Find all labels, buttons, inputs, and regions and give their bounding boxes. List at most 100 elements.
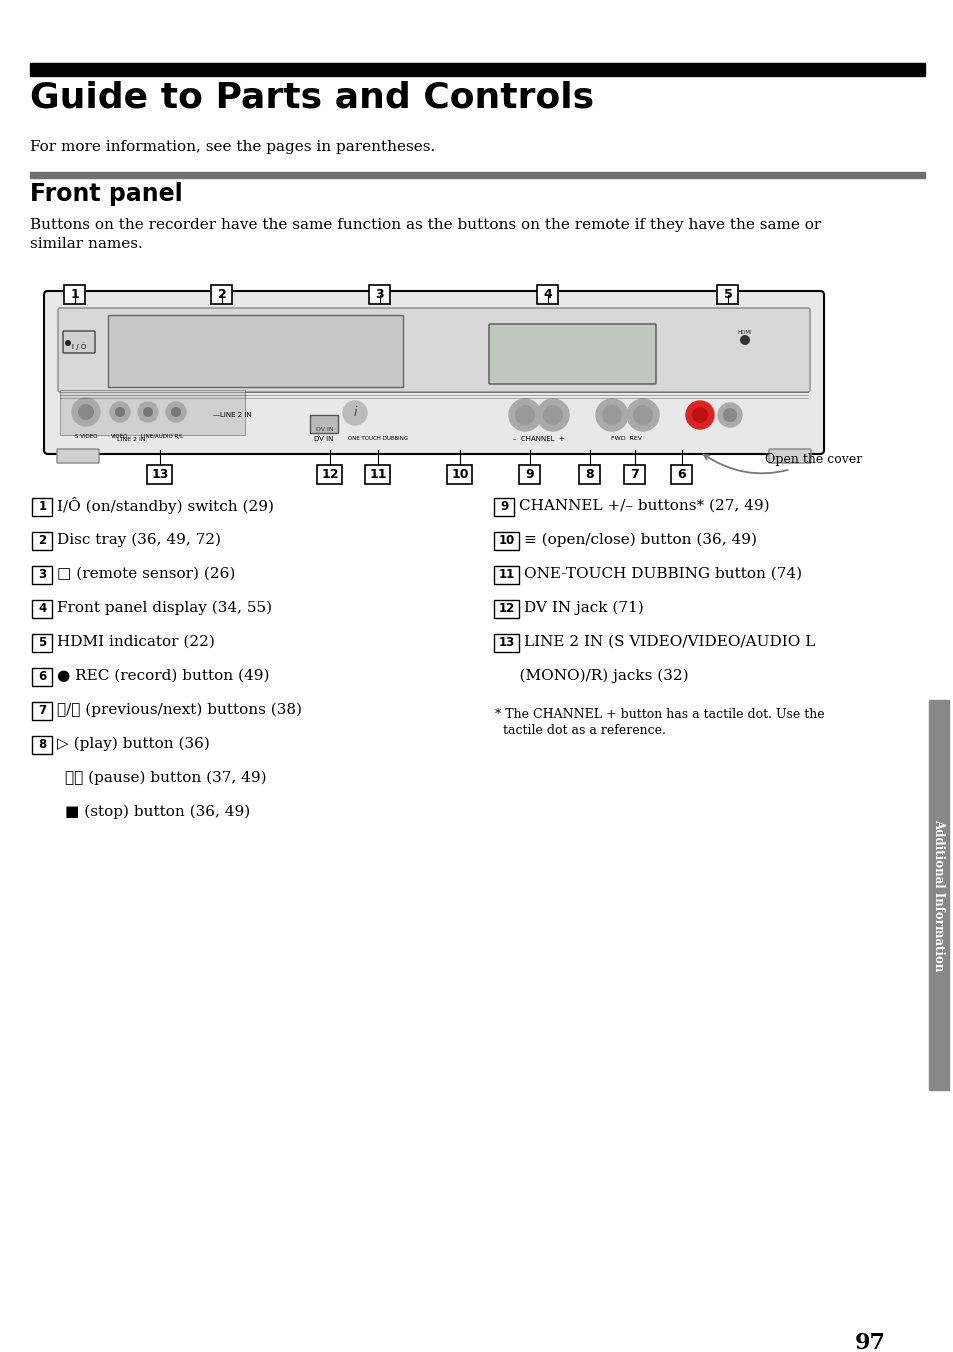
Circle shape: [509, 399, 540, 431]
Text: 8: 8: [38, 738, 47, 750]
Text: S VIDEO: S VIDEO: [74, 434, 97, 439]
Text: * The CHANNEL + button has a tactile dot. Use the: * The CHANNEL + button has a tactile dot…: [495, 708, 823, 721]
Text: □ (remote sensor) (26): □ (remote sensor) (26): [57, 566, 235, 581]
Text: 12: 12: [321, 468, 338, 480]
Text: 10: 10: [498, 534, 515, 548]
Text: HDMI indicator (22): HDMI indicator (22): [57, 635, 214, 649]
FancyBboxPatch shape: [44, 291, 823, 454]
Text: DV IN: DV IN: [314, 435, 334, 442]
FancyBboxPatch shape: [57, 449, 99, 462]
FancyBboxPatch shape: [494, 599, 519, 618]
Circle shape: [740, 335, 749, 345]
Text: Front panel: Front panel: [30, 183, 183, 206]
Text: HDMI: HDMI: [737, 330, 752, 335]
FancyBboxPatch shape: [717, 284, 738, 303]
Text: DV IN jack (71): DV IN jack (71): [523, 600, 643, 615]
Text: ● REC (record) button (49): ● REC (record) button (49): [57, 669, 269, 683]
Circle shape: [633, 406, 652, 425]
Text: I/Ô (on/standby) switch (29): I/Ô (on/standby) switch (29): [57, 498, 274, 515]
Text: LINE 2 IN (S VIDEO/VIDEO/AUDIO L: LINE 2 IN (S VIDEO/VIDEO/AUDIO L: [523, 635, 815, 649]
Text: 9: 9: [525, 468, 534, 480]
Circle shape: [685, 402, 713, 429]
Circle shape: [115, 407, 125, 416]
FancyBboxPatch shape: [63, 331, 95, 353]
Text: 4: 4: [543, 288, 552, 300]
Circle shape: [515, 406, 535, 425]
Text: (MONO)/R) jacks (32): (MONO)/R) jacks (32): [499, 669, 688, 683]
Circle shape: [722, 408, 737, 422]
FancyBboxPatch shape: [148, 465, 172, 484]
Circle shape: [343, 402, 367, 425]
Text: 13: 13: [152, 468, 169, 480]
FancyBboxPatch shape: [32, 634, 52, 652]
FancyBboxPatch shape: [32, 498, 52, 515]
Text: 9: 9: [500, 500, 508, 512]
Text: ■ (stop) button (36, 49): ■ (stop) button (36, 49): [65, 804, 250, 819]
FancyBboxPatch shape: [494, 565, 519, 584]
Text: 3: 3: [38, 568, 47, 581]
FancyBboxPatch shape: [768, 449, 810, 462]
Text: similar names.: similar names.: [30, 237, 143, 251]
FancyBboxPatch shape: [32, 668, 52, 685]
Circle shape: [542, 406, 562, 425]
Text: CHANNEL +/– buttons* (27, 49): CHANNEL +/– buttons* (27, 49): [518, 499, 769, 512]
Circle shape: [171, 407, 181, 416]
Text: 3: 3: [375, 288, 384, 300]
FancyBboxPatch shape: [624, 465, 645, 484]
Text: 2: 2: [38, 534, 47, 548]
FancyBboxPatch shape: [494, 498, 514, 515]
Text: 11: 11: [369, 468, 386, 480]
Bar: [928, 700, 948, 1090]
Circle shape: [138, 402, 158, 422]
Text: Additional Information: Additional Information: [931, 819, 944, 971]
Circle shape: [626, 399, 659, 431]
FancyBboxPatch shape: [671, 465, 692, 484]
FancyBboxPatch shape: [32, 702, 52, 719]
Text: 5: 5: [723, 288, 732, 300]
FancyBboxPatch shape: [32, 735, 52, 753]
Circle shape: [691, 407, 707, 423]
Text: 97: 97: [854, 1332, 884, 1352]
Circle shape: [601, 406, 621, 425]
Bar: [108, 315, 402, 387]
FancyBboxPatch shape: [494, 531, 519, 549]
FancyBboxPatch shape: [212, 284, 233, 303]
Text: ONE TOUCH DUBBING: ONE TOUCH DUBBING: [348, 435, 408, 441]
Text: FWD  REV: FWD REV: [611, 435, 641, 441]
Bar: [60, 389, 245, 435]
Text: 6: 6: [677, 468, 685, 480]
FancyBboxPatch shape: [537, 284, 558, 303]
FancyBboxPatch shape: [32, 531, 52, 549]
Circle shape: [537, 399, 568, 431]
Text: 4: 4: [38, 602, 47, 615]
Text: Front panel display (34, 55): Front panel display (34, 55): [57, 600, 272, 615]
Text: ▷ (play) button (36): ▷ (play) button (36): [57, 737, 210, 752]
FancyBboxPatch shape: [32, 599, 52, 618]
Text: For more information, see the pages in parentheses.: For more information, see the pages in p…: [30, 141, 435, 154]
Bar: [310, 415, 337, 433]
FancyBboxPatch shape: [369, 284, 390, 303]
Text: 10: 10: [451, 468, 468, 480]
Text: LINE 2 IN: LINE 2 IN: [116, 437, 145, 442]
Bar: [30, 172, 924, 178]
Text: DV IN: DV IN: [315, 427, 334, 433]
Text: LINE/AUDIO R/L: LINE/AUDIO R/L: [141, 434, 183, 439]
FancyBboxPatch shape: [494, 634, 519, 652]
FancyBboxPatch shape: [65, 284, 86, 303]
Circle shape: [143, 407, 152, 416]
FancyBboxPatch shape: [519, 465, 540, 484]
Text: 5: 5: [38, 635, 47, 649]
Text: 8: 8: [585, 468, 594, 480]
Bar: [30, 64, 924, 76]
FancyBboxPatch shape: [447, 465, 472, 484]
Text: VIDEO: VIDEO: [112, 434, 129, 439]
Text: 11: 11: [498, 568, 515, 581]
Text: 12: 12: [498, 602, 515, 615]
Text: I / Ô: I / Ô: [71, 343, 86, 350]
Circle shape: [78, 404, 94, 420]
Text: Guide to Parts and Controls: Guide to Parts and Controls: [30, 80, 594, 114]
Text: Disc tray (36, 49, 72): Disc tray (36, 49, 72): [57, 533, 221, 548]
Circle shape: [718, 403, 741, 427]
Text: ≡ (open/close) button (36, 49): ≡ (open/close) button (36, 49): [523, 533, 757, 548]
Text: i: i: [353, 407, 356, 419]
